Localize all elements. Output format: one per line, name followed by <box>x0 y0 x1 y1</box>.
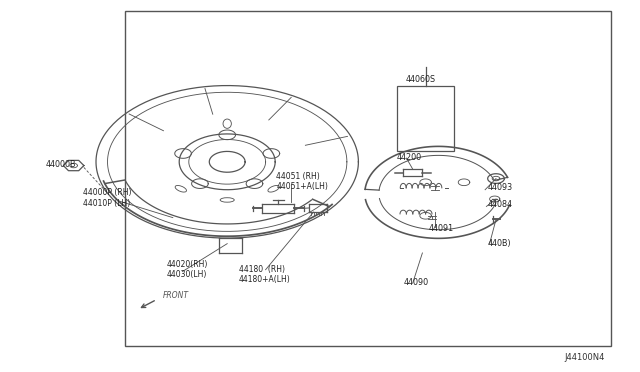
Text: 44051 (RH)
44051+A(LH): 44051 (RH) 44051+A(LH) <box>276 172 328 191</box>
Text: 44000B: 44000B <box>46 160 77 169</box>
Text: 44091: 44091 <box>429 224 454 233</box>
Text: J44100N4: J44100N4 <box>564 353 605 362</box>
Text: 44180  (RH)
44180+A(LH): 44180 (RH) 44180+A(LH) <box>239 265 291 284</box>
Text: 44020(RH)
44030(LH): 44020(RH) 44030(LH) <box>166 260 208 279</box>
Text: 440B): 440B) <box>488 239 511 248</box>
Bar <box>125 11 611 346</box>
Text: 44084: 44084 <box>488 200 513 209</box>
Bar <box>397 86 454 151</box>
Text: 44200: 44200 <box>396 153 421 162</box>
Text: 44000P (RH)
44010P (LH): 44000P (RH) 44010P (LH) <box>83 188 132 208</box>
Text: FRONT: FRONT <box>163 291 189 300</box>
Text: 44093: 44093 <box>488 183 513 192</box>
Text: 44060S: 44060S <box>406 76 436 84</box>
Text: 44090: 44090 <box>403 278 428 287</box>
